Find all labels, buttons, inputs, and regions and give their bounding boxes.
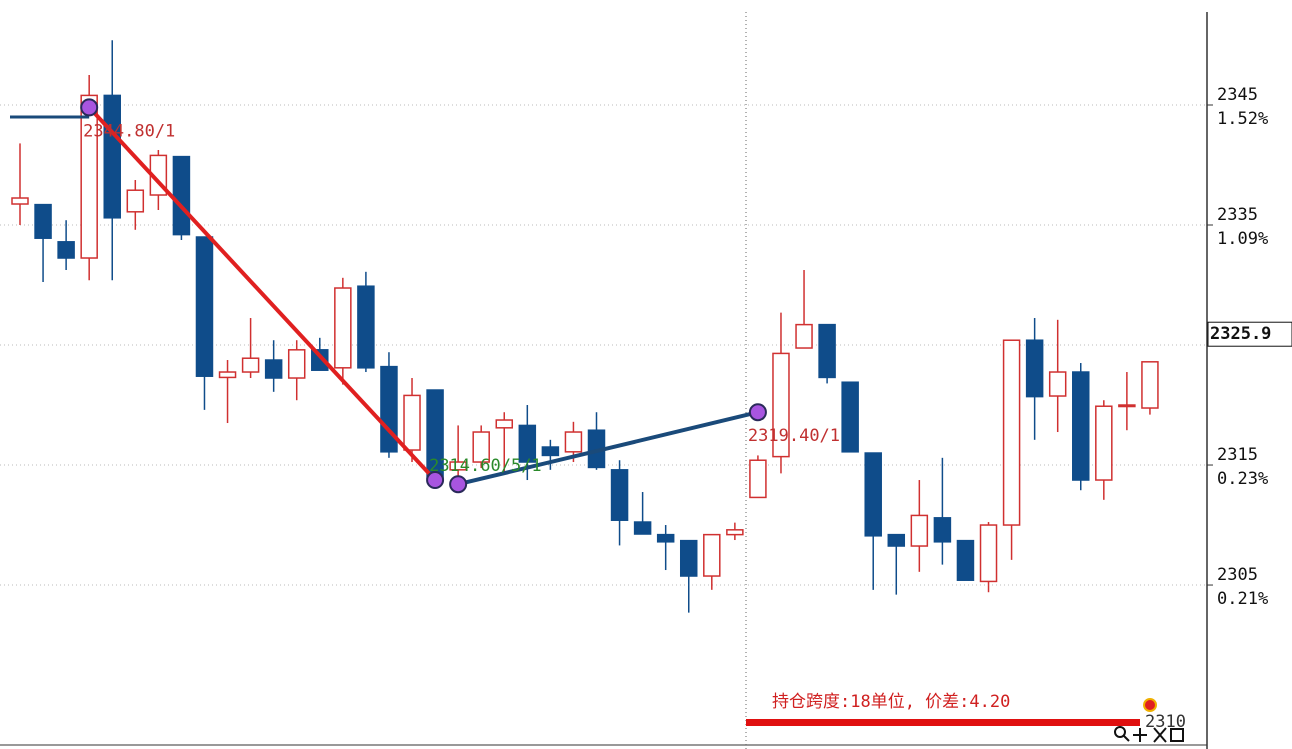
marker-label: 2319.40/1 <box>748 426 840 446</box>
zoom-icon[interactable] <box>1114 726 1126 738</box>
candle-body <box>610 469 629 521</box>
candle-body <box>726 529 744 536</box>
y-pct-label: 1.52% <box>1217 109 1268 129</box>
candle-body <box>749 459 767 499</box>
y-pct-label: 1.09% <box>1217 229 1268 249</box>
candle-body <box>633 521 652 535</box>
y-tick-label: 2305 <box>1217 565 1258 585</box>
y-pct-label: 0.23% <box>1217 469 1268 489</box>
trade-line <box>87 106 437 482</box>
trade-marker <box>748 403 767 422</box>
candle-body <box>218 371 237 379</box>
candle-body <box>541 446 560 457</box>
toolbar-icons[interactable] <box>1114 726 1184 743</box>
candle-body <box>818 323 836 379</box>
current-price-box <box>1207 321 1292 347</box>
trade-marker <box>426 471 445 490</box>
y-tick-label: 2345 <box>1217 85 1258 105</box>
bottom-label: 2310 <box>1145 712 1186 732</box>
candle-body <box>11 197 29 205</box>
candle-body <box>80 94 98 259</box>
candle-body <box>703 533 721 577</box>
y-pct-label: 0.21% <box>1217 589 1268 609</box>
candle-body <box>1002 339 1021 526</box>
window-icon[interactable] <box>1170 728 1184 742</box>
candle-body <box>795 323 813 349</box>
span-bar <box>746 719 1140 726</box>
candle-body <box>864 452 882 537</box>
candle-body <box>1025 339 1044 398</box>
zoom-icon-handle <box>1123 735 1130 742</box>
candle-body <box>910 514 929 547</box>
candle-body <box>172 155 191 236</box>
candle-body <box>380 365 398 453</box>
trade-marker <box>80 98 99 117</box>
position-span-text: 持仓跨度:18单位, 价差:4.20 <box>772 692 1010 712</box>
candle-body <box>126 189 145 213</box>
candle-body <box>472 431 490 463</box>
status-dot <box>1143 698 1157 712</box>
candle-body <box>887 533 906 547</box>
candle-body <box>357 285 375 369</box>
candle-body <box>933 517 952 543</box>
candle-body <box>195 236 214 377</box>
candle-body <box>1141 361 1159 409</box>
candle-body <box>656 533 675 543</box>
candle-body <box>103 94 121 219</box>
candle-body <box>311 349 329 371</box>
candle-body <box>1118 404 1136 408</box>
marker-label: 2344.80/1 <box>83 121 175 141</box>
candle-body <box>495 419 514 429</box>
candle-body <box>1095 405 1113 481</box>
candle-body <box>1072 371 1090 481</box>
candle-body <box>518 424 537 463</box>
candle-body <box>57 241 75 259</box>
candle-body <box>772 352 790 458</box>
candle-body <box>264 359 283 379</box>
y-tick-label: 2315 <box>1217 445 1258 465</box>
candle-body <box>449 461 467 471</box>
candle-body <box>287 349 306 379</box>
candle-body <box>403 394 421 451</box>
candle-body <box>841 381 859 453</box>
trade-marker <box>449 475 468 494</box>
candle-body <box>564 431 583 453</box>
candle-body <box>241 357 260 373</box>
candle-body <box>679 539 698 577</box>
candle-body <box>334 287 352 369</box>
candle-body <box>1048 371 1067 397</box>
candle-body <box>979 524 998 583</box>
current-price-label: 2325.9 <box>1210 324 1271 344</box>
close-icon-bar <box>1153 727 1167 743</box>
candle-body <box>34 203 52 239</box>
y-tick-label: 2335 <box>1217 205 1258 225</box>
marker-label: 2314.60/5/1 <box>429 456 542 476</box>
candle-body <box>956 539 975 581</box>
trade-line <box>457 410 759 487</box>
